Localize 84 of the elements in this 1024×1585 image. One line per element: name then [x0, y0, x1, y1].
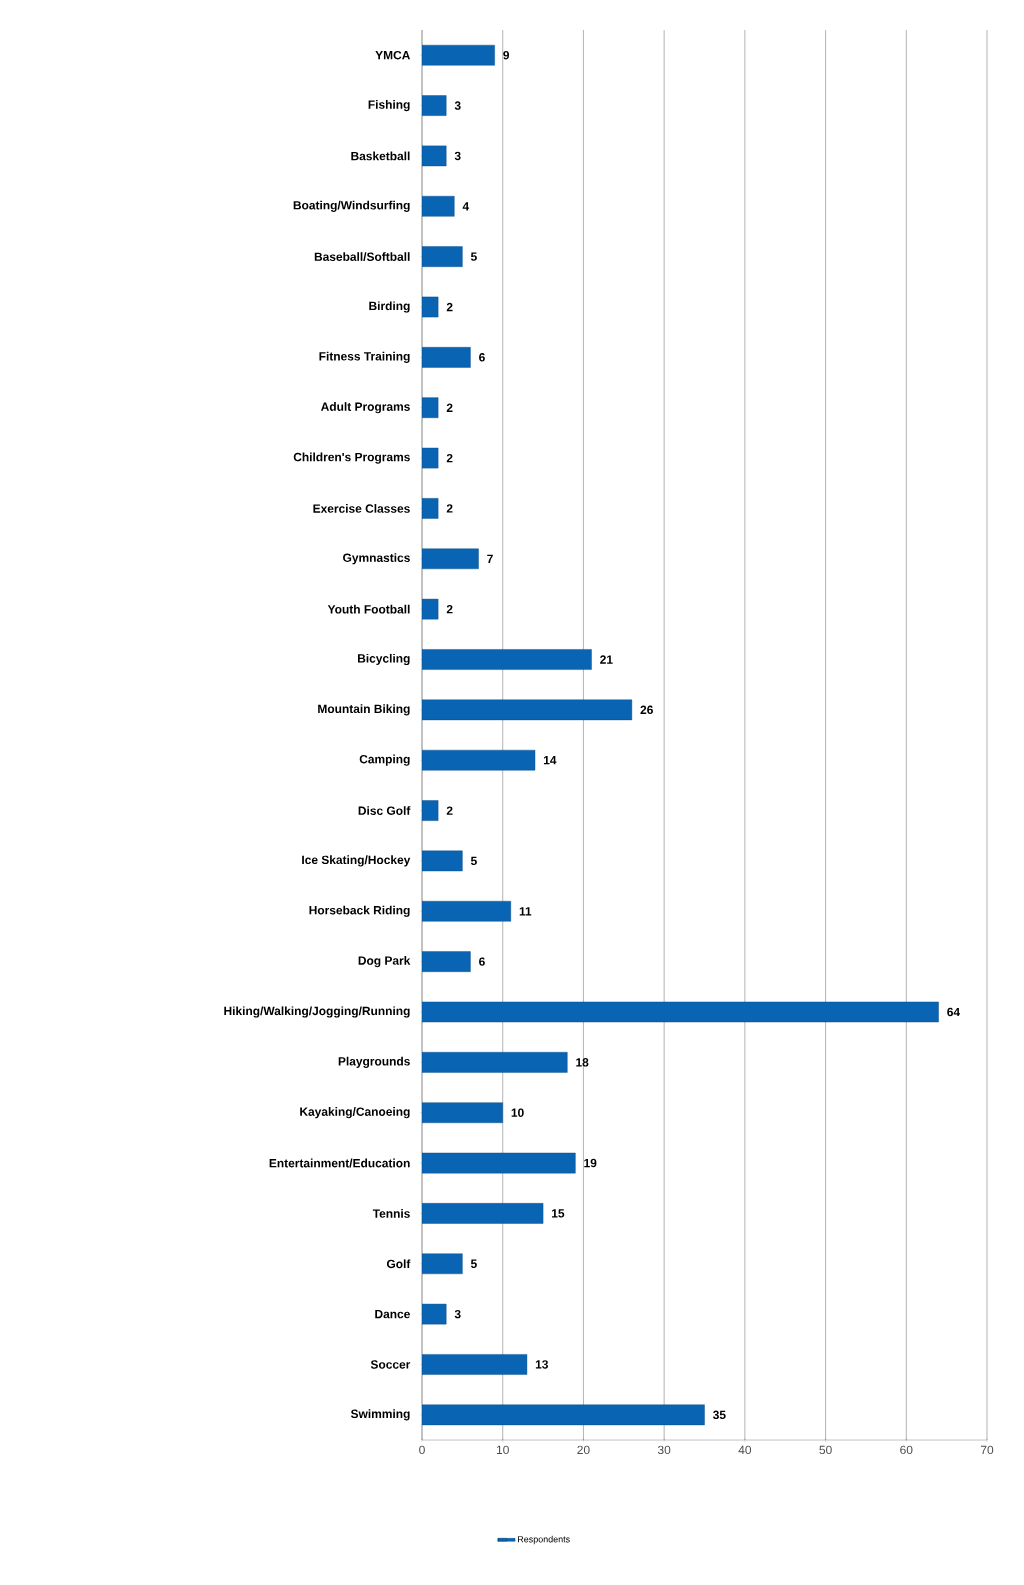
y-tick-label: Fishing [368, 99, 410, 112]
y-tick-label: Boating/Windsurfing [293, 200, 410, 212]
bar [422, 1052, 568, 1073]
data-label: 10 [511, 1108, 524, 1117]
data-label: 11 [519, 907, 532, 916]
bar [422, 649, 592, 670]
y-tick-label: Swimming [350, 1409, 410, 1421]
data-label: 5 [470, 856, 477, 866]
data-label: 3 [454, 101, 461, 110]
data-label: 3 [454, 151, 461, 161]
data-label: 2 [446, 806, 453, 815]
y-tick-label: Kayaking/Canoeing [300, 1107, 410, 1119]
y-tick-label: Adult Programs [320, 402, 410, 414]
bar [422, 196, 455, 217]
bar [422, 347, 471, 368]
data-label: 2 [446, 403, 453, 412]
data-label: 7 [487, 554, 493, 563]
data-label: 15 [552, 1209, 565, 1218]
bar [422, 95, 447, 116]
legend-label: Respondents [518, 1535, 570, 1545]
bar [422, 951, 471, 972]
data-label: 4 [462, 202, 470, 211]
data-label: 3 [454, 1309, 461, 1319]
bar [422, 1203, 544, 1224]
bar [422, 749, 536, 771]
data-label: 14 [543, 756, 557, 765]
y-tick-label: Soccer [370, 1360, 411, 1369]
x-tick-label: 0 [419, 1445, 425, 1455]
y-tick-label: Entertainment/Education [269, 1158, 410, 1168]
x-tick-label: 70 [980, 1445, 994, 1455]
bar [422, 246, 463, 267]
bar [422, 548, 479, 570]
bar [422, 1303, 447, 1325]
y-tick-label: Fitness Training [319, 351, 410, 363]
y-tick-label: Basketball [351, 151, 410, 161]
y-tick-label: Hiking/Walking/Jogging/Running [224, 1006, 410, 1018]
data-label: 5 [470, 1259, 477, 1268]
data-label: 19 [584, 1158, 597, 1168]
x-tick-label: 10 [496, 1445, 509, 1455]
bar [422, 1354, 528, 1375]
bar [422, 1253, 463, 1275]
bar [422, 850, 463, 872]
data-label: 6 [479, 353, 485, 362]
bar [422, 1404, 705, 1426]
data-label: 2 [446, 604, 453, 614]
data-label: 26 [640, 705, 653, 715]
y-tick-label: Dog Park [358, 956, 411, 968]
data-label: 9 [503, 50, 510, 60]
data-label: 2 [446, 504, 453, 513]
data-label: 18 [576, 1058, 589, 1067]
bar [422, 1102, 503, 1123]
y-tick-label: Dance [375, 1309, 410, 1319]
x-tick-label: 40 [738, 1445, 752, 1455]
bar [422, 901, 511, 922]
y-tick-label: Camping [359, 754, 410, 766]
y-tick-label: Mountain Biking [318, 704, 410, 716]
y-tick-label: Playgrounds [338, 1056, 410, 1068]
data-label: 2 [446, 302, 453, 312]
data-label: 13 [535, 1360, 548, 1369]
bar [422, 44, 495, 66]
data-label: 6 [479, 957, 485, 966]
data-label: 5 [470, 252, 477, 261]
x-tick-label: 20 [577, 1445, 590, 1455]
bar [422, 699, 633, 721]
y-tick-label: Baseball/Softball [314, 252, 410, 262]
y-tick-label: Birding [369, 301, 410, 313]
data-label: 35 [712, 1410, 726, 1420]
x-tick-label: 60 [900, 1445, 913, 1455]
y-tick-label: Ice Skating/Hockey [302, 855, 411, 867]
y-tick-label: YMCA [375, 50, 411, 60]
y-tick-label: Gymnastics [343, 553, 410, 565]
x-tick-label: 30 [657, 1445, 671, 1455]
y-tick-label: Horseback Riding [309, 905, 410, 917]
x-tick-label: 50 [819, 1445, 832, 1455]
y-tick-label: Golf [386, 1259, 411, 1269]
data-label: 21 [600, 655, 613, 664]
y-tick-label: Disc Golf [358, 806, 411, 815]
data-label: 2 [446, 453, 453, 463]
data-label: 64 [947, 1007, 960, 1017]
y-tick-label: Children's Programs [293, 452, 410, 464]
y-tick-label: Exercise Classes [313, 504, 410, 513]
y-tick-label: Tennis [372, 1209, 410, 1218]
y-tick-label: Bicycling [358, 653, 410, 666]
y-tick-label: Youth Football [327, 604, 410, 614]
